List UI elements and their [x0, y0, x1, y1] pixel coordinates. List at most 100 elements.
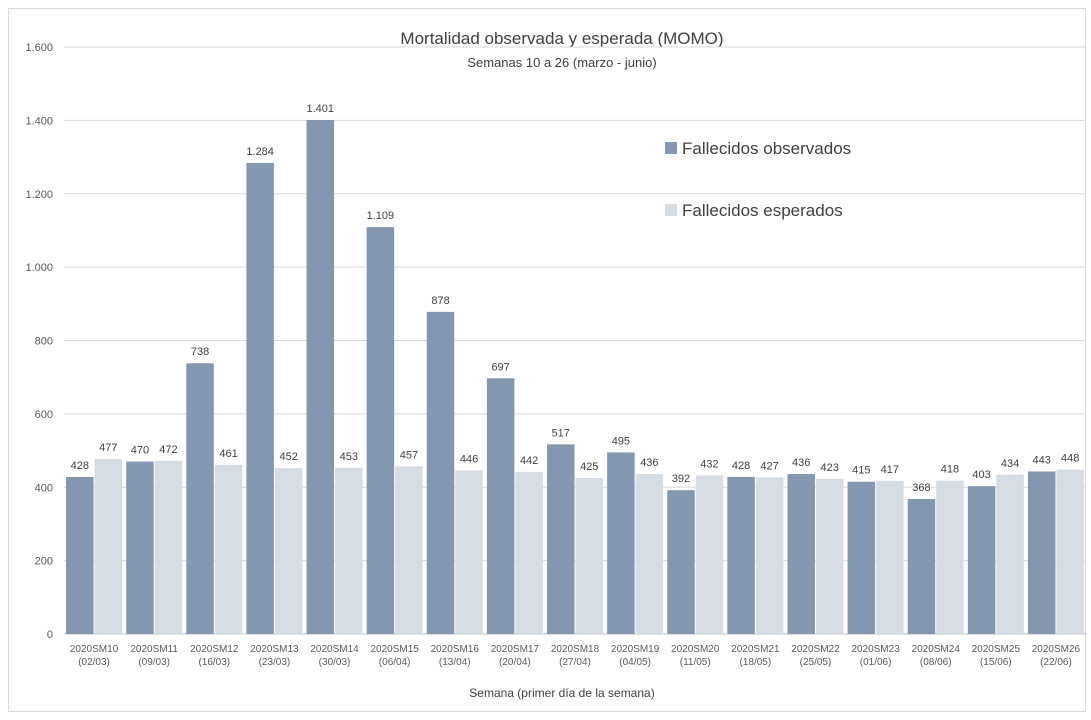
- x-tick-label-week: 2020SM20: [671, 644, 720, 655]
- x-tick-label-date: (01/06): [860, 657, 892, 668]
- bar-expected: [335, 467, 363, 634]
- bar-expected: [94, 459, 123, 634]
- bar-observed: [126, 461, 154, 634]
- data-label: 428: [71, 460, 89, 472]
- bar-expected: [635, 474, 664, 634]
- data-label: 425: [580, 461, 598, 473]
- data-label: 1.109: [367, 210, 395, 222]
- data-label: 470: [131, 445, 149, 457]
- chart-frame: [8, 8, 1086, 712]
- data-label: 472: [159, 444, 177, 456]
- data-label: 428: [732, 460, 750, 472]
- data-label: 392: [672, 473, 690, 485]
- data-label: 415: [852, 465, 870, 477]
- data-label: 423: [821, 462, 839, 474]
- data-label: 368: [912, 482, 930, 494]
- bar-observed: [366, 227, 395, 634]
- bar-observed: [486, 378, 515, 634]
- bar-expected: [695, 475, 724, 634]
- x-tick-label-week: 2020SM13: [250, 644, 299, 655]
- x-tick-label-date: (16/03): [198, 657, 230, 668]
- y-tick-label: 1.600: [25, 42, 53, 54]
- y-tick-label: 0: [47, 629, 53, 641]
- x-tick-label-week: 2020SM18: [551, 644, 600, 655]
- bar-expected: [395, 466, 423, 634]
- x-tick-label-date: (04/05): [619, 657, 651, 668]
- x-tick-label-week: 2020SM26: [1032, 644, 1081, 655]
- x-tick-label-date: (06/04): [379, 657, 411, 668]
- data-label: 434: [1001, 458, 1019, 470]
- data-label: 457: [400, 449, 418, 461]
- data-label: 461: [219, 448, 237, 460]
- bar-observed: [907, 498, 936, 634]
- bar-observed: [246, 162, 274, 634]
- bar-observed: [607, 452, 635, 634]
- bar-observed: [547, 444, 575, 634]
- y-tick-label: 1.200: [25, 189, 53, 201]
- bar-expected: [515, 471, 543, 634]
- y-tick-label: 1.000: [25, 262, 53, 274]
- x-tick-label-week: 2020SM12: [190, 644, 239, 655]
- x-tick-label-week: 2020SM22: [791, 644, 840, 655]
- data-label: 495: [612, 435, 630, 447]
- x-tick-label-week: 2020SM14: [310, 644, 359, 655]
- x-tick-label-date: (27/04): [559, 657, 591, 668]
- x-tick-label-date: (11/05): [680, 657, 711, 668]
- legend-label: Fallecidos esperados: [682, 201, 843, 220]
- data-label: 436: [792, 457, 810, 469]
- x-tick-label-week: 2020SM11: [130, 644, 178, 655]
- bar-observed: [667, 490, 695, 634]
- bar-observed: [306, 120, 335, 635]
- data-label: 436: [640, 457, 658, 469]
- data-label: 477: [99, 442, 117, 454]
- data-label: 403: [972, 469, 990, 481]
- bar-expected: [274, 468, 303, 634]
- bar-expected: [936, 480, 964, 634]
- x-tick-label-week: 2020SM19: [611, 644, 660, 655]
- data-label: 1.284: [246, 146, 274, 158]
- x-tick-label-date: (23/03): [259, 657, 291, 668]
- y-tick-label: 200: [35, 556, 53, 568]
- bar-expected: [575, 478, 603, 634]
- x-tick-label-date: (13/04): [439, 657, 471, 668]
- x-tick-label-date: (09/03): [138, 657, 170, 668]
- x-tick-label-week: 2020SM23: [851, 644, 900, 655]
- data-label: 738: [191, 346, 209, 358]
- bar-expected: [214, 464, 243, 634]
- bar-expected: [154, 460, 183, 634]
- legend: Fallecidos observados Fallecidos esperado…: [665, 139, 851, 220]
- y-axis: 0 200 400 600 800 1.000 1.200 1.400 1.600: [25, 42, 53, 641]
- x-tick-label-date: (25/05): [800, 657, 832, 668]
- y-tick-label: 600: [35, 409, 53, 421]
- data-label: 442: [520, 455, 538, 467]
- y-tick-label: 400: [35, 482, 53, 494]
- data-label: 517: [552, 427, 570, 439]
- y-tick-label: 800: [35, 336, 53, 348]
- data-label: 1.401: [307, 103, 335, 115]
- chart-title: Mortalidad observada y esperada (MOMO): [400, 29, 723, 48]
- x-tick-label-week: 2020SM15: [370, 644, 419, 655]
- bar-expected: [876, 481, 904, 634]
- chart-subtitle: Semanas 10 a 26 (marzo - junio): [467, 55, 656, 70]
- bar-observed: [186, 363, 214, 634]
- x-tick-label-week: 2020SM25: [972, 644, 1021, 655]
- x-tick-label-week: 2020SM21: [731, 644, 780, 655]
- data-label: 448: [1061, 453, 1079, 465]
- x-tick-label-date: (22/06): [1040, 657, 1072, 668]
- data-label: 432: [700, 459, 718, 471]
- bar-observed: [66, 476, 94, 634]
- x-axis-title: Semana (primer día de la semana): [469, 686, 654, 700]
- data-label: 452: [279, 451, 297, 463]
- data-label: 418: [941, 464, 959, 476]
- bars: 428 477 470 472 738 461 1.284 452 1.401 453 1.109 4…: [66, 103, 1084, 635]
- x-tick-label-date: (30/03): [319, 657, 351, 668]
- data-label: 427: [760, 460, 778, 472]
- bar-expected: [455, 470, 483, 634]
- x-tick-label-date: (08/06): [920, 657, 952, 668]
- data-label: 878: [431, 295, 449, 307]
- legend-swatch: [665, 142, 677, 154]
- x-tick-label-date: (15/06): [980, 657, 1012, 668]
- legend-swatch: [665, 204, 677, 216]
- x-tick-label-week: 2020SM16: [431, 644, 480, 655]
